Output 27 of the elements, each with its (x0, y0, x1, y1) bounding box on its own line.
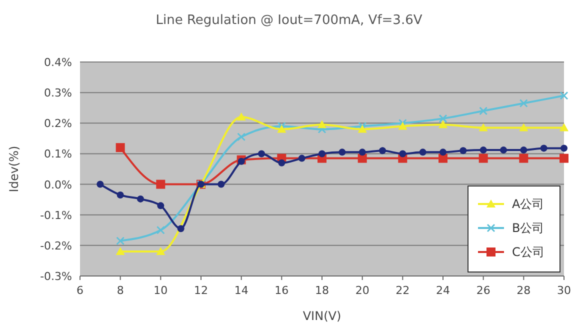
x-tick-label: 12 (194, 284, 208, 297)
x-tick-label: 22 (396, 284, 410, 297)
x-tick-label: 24 (436, 284, 450, 297)
x-axis-title: VIN(V) (302, 309, 342, 323)
y-tick-label: 0.1% (44, 148, 72, 161)
x-tick-label: 30 (557, 284, 571, 297)
legend-label: A公司 (512, 197, 544, 211)
x-tick-label: 20 (355, 284, 370, 297)
y-tick-label: 0.3% (44, 86, 72, 100)
y-tick-label: -0.1% (40, 208, 72, 222)
legend-label: B公司 (512, 221, 544, 235)
y-tick-label: -0.2% (40, 239, 72, 252)
x-tick-label: 10 (154, 284, 168, 297)
x-tick-label: 14 (234, 284, 248, 297)
x-tick-label: 8 (116, 284, 124, 297)
x-tick-label: 6 (76, 284, 84, 297)
x-tick-label: 26 (476, 284, 490, 297)
y-tick-label: 0.4% (44, 56, 72, 69)
y-tick-label: -0.3% (40, 270, 72, 283)
legend-label: C公司 (512, 245, 544, 259)
y-tick-label: 0.2% (44, 117, 72, 130)
x-tick-label: 28 (516, 284, 531, 297)
x-tick-label: 18 (315, 284, 329, 297)
y-tick-label: 0.0% (44, 178, 72, 192)
y-axis-title: Idev(%) (7, 146, 21, 192)
chart-title: Line Regulation @ Iout=700mA, Vf=3.6V (156, 13, 422, 28)
x-tick-label: 16 (274, 284, 289, 297)
